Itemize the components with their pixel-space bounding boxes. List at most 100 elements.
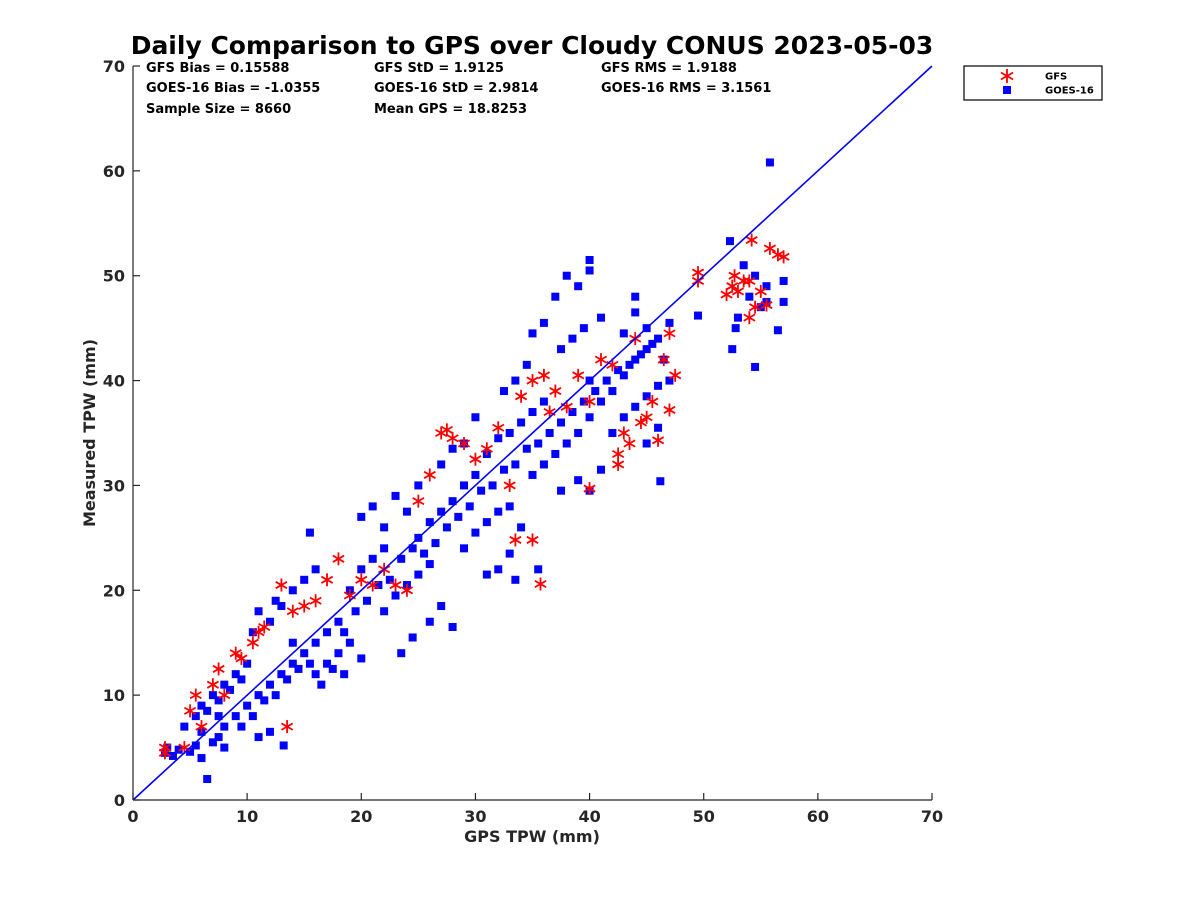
data-point xyxy=(206,678,220,692)
data-point xyxy=(237,722,246,731)
data-point xyxy=(726,279,739,293)
data-point xyxy=(614,366,623,375)
data-point xyxy=(243,701,252,710)
data-point xyxy=(305,528,314,537)
data-point xyxy=(368,502,377,511)
data-point xyxy=(743,311,756,325)
data-point xyxy=(585,255,594,264)
data-point xyxy=(380,544,389,553)
data-point xyxy=(745,292,754,301)
data-point xyxy=(440,423,453,437)
data-point xyxy=(357,565,366,574)
data-point xyxy=(663,326,676,340)
data-point xyxy=(246,636,259,650)
data-point xyxy=(642,345,651,354)
data-point xyxy=(271,596,280,605)
data-point xyxy=(499,465,508,474)
data-point xyxy=(771,248,785,262)
data-point xyxy=(183,704,197,718)
data-point xyxy=(425,560,434,569)
data-point xyxy=(585,413,594,422)
data-point xyxy=(557,345,566,354)
data-point xyxy=(499,387,508,396)
data-point xyxy=(391,491,400,500)
data-point xyxy=(517,418,526,427)
data-point xyxy=(197,701,206,710)
data-point xyxy=(642,392,651,401)
data-point xyxy=(482,570,491,579)
data-point xyxy=(203,706,212,715)
data-point xyxy=(751,362,760,371)
data-point xyxy=(725,237,734,246)
data-point xyxy=(743,274,756,288)
data-point xyxy=(619,329,628,338)
data-point xyxy=(420,549,429,558)
data-point xyxy=(340,628,349,637)
x-tick-label: 40 xyxy=(578,807,600,826)
legend-box xyxy=(963,65,1103,101)
data-point xyxy=(288,586,297,595)
data-point xyxy=(654,334,663,343)
data-point xyxy=(431,539,440,548)
x-tick-label: 10 xyxy=(236,807,258,826)
data-point xyxy=(408,544,417,553)
data-point xyxy=(197,754,206,763)
data-point xyxy=(442,523,451,532)
data-point xyxy=(300,649,309,658)
data-point xyxy=(208,691,217,700)
data-point xyxy=(460,544,469,553)
data-point xyxy=(457,436,471,450)
data-point xyxy=(345,638,354,647)
x-tick-label: 60 xyxy=(807,807,829,826)
data-point xyxy=(454,512,463,521)
x-tick-label: 70 xyxy=(921,807,943,826)
data-point xyxy=(288,638,297,647)
data-point xyxy=(762,282,771,291)
axes xyxy=(132,66,932,801)
data-point xyxy=(522,444,531,453)
data-point xyxy=(212,662,225,676)
data-point xyxy=(526,374,539,388)
data-point xyxy=(619,371,628,380)
data-point xyxy=(656,477,665,486)
data-point xyxy=(279,741,288,750)
data-point xyxy=(280,720,294,734)
data-point xyxy=(163,743,172,752)
data-point xyxy=(646,395,659,409)
data-point xyxy=(631,355,640,364)
data-point xyxy=(492,421,505,435)
data-point xyxy=(579,397,588,406)
data-point xyxy=(423,468,436,482)
data-point xyxy=(568,408,577,417)
data-point xyxy=(385,575,394,584)
data-point xyxy=(694,311,703,320)
legend-label: GFS xyxy=(1045,72,1067,83)
data-point xyxy=(505,502,514,511)
data-point xyxy=(254,733,263,742)
data-point xyxy=(191,741,200,750)
data-point xyxy=(189,688,202,702)
data-point xyxy=(391,591,400,600)
data-point xyxy=(728,345,737,354)
data-point xyxy=(720,288,733,302)
data-point xyxy=(158,746,172,760)
data-point xyxy=(551,292,560,301)
data-point xyxy=(574,476,583,485)
data-point xyxy=(503,478,516,492)
data-point xyxy=(309,594,322,608)
data-point xyxy=(380,607,389,616)
data-point xyxy=(636,350,645,359)
data-point xyxy=(631,402,640,411)
data-point xyxy=(608,429,617,437)
data-point xyxy=(608,387,617,396)
data-point xyxy=(298,599,311,613)
data-point xyxy=(522,360,531,369)
stat-text: GFS StD = 1.9125 xyxy=(374,61,504,76)
data-point xyxy=(514,389,528,403)
data-point xyxy=(425,617,434,626)
data-point xyxy=(277,602,286,611)
data-point xyxy=(283,675,292,684)
data-point xyxy=(286,604,299,618)
data-point xyxy=(526,533,539,547)
